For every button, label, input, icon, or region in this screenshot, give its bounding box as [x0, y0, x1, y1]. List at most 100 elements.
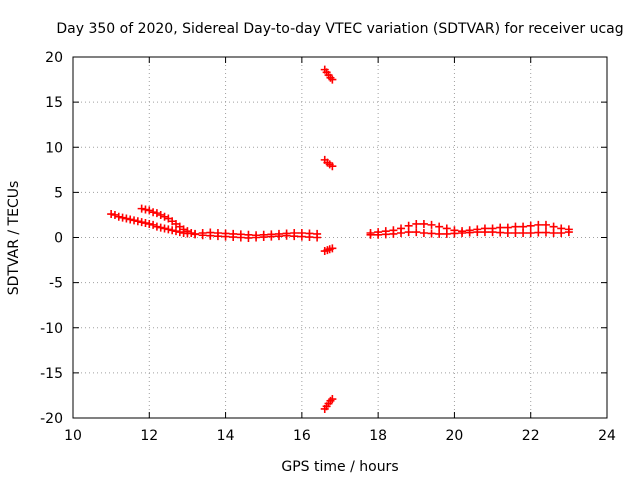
data-point	[137, 204, 146, 213]
x-tick-label: 24	[598, 428, 616, 444]
data-points	[107, 65, 573, 413]
y-tick-label: -10	[40, 321, 63, 337]
data-point	[267, 232, 276, 241]
data-point	[549, 228, 558, 237]
y-tick-label: -15	[40, 366, 63, 382]
data-point	[427, 220, 436, 229]
grid-lines	[73, 57, 607, 418]
data-point	[366, 230, 375, 239]
data-point	[107, 210, 116, 219]
x-tick-label: 14	[217, 428, 235, 444]
data-point	[133, 217, 142, 226]
data-point	[244, 233, 253, 242]
data-point	[114, 212, 123, 221]
data-point	[149, 208, 158, 217]
data-point	[145, 219, 154, 228]
data-point	[297, 232, 306, 241]
y-tick-labels: -20 -15 -10 -5 0 5 10 15 20	[40, 50, 63, 427]
y-tick-label: 20	[45, 50, 63, 66]
data-point	[328, 395, 337, 404]
data-point	[213, 232, 222, 241]
x-axis-label: GPS time / hours	[281, 459, 398, 475]
data-point	[534, 228, 543, 237]
data-point	[412, 228, 421, 237]
data-point	[374, 230, 383, 239]
data-point	[141, 205, 150, 214]
data-point	[259, 233, 268, 242]
data-point	[164, 225, 173, 234]
data-point	[149, 220, 158, 229]
data-point	[313, 233, 322, 242]
series-isolated-clusters	[320, 65, 337, 413]
data-point	[496, 228, 505, 237]
y-axis-label: SDTVAR / TECUs	[6, 181, 22, 296]
x-tick-label: 12	[140, 428, 158, 444]
axis-ticks	[72, 56, 608, 419]
data-point	[168, 226, 177, 235]
series-trace-b	[137, 204, 322, 242]
data-point	[564, 228, 573, 237]
data-point	[141, 219, 150, 228]
data-point	[328, 75, 337, 84]
data-point	[198, 231, 207, 240]
data-point	[152, 222, 161, 231]
data-point	[480, 228, 489, 237]
data-point	[419, 228, 428, 237]
data-point	[160, 224, 169, 233]
x-tick-label: 18	[369, 428, 387, 444]
data-point	[442, 229, 451, 238]
data-point	[187, 228, 196, 237]
x-tick-label: 22	[522, 428, 540, 444]
data-point	[252, 233, 261, 242]
data-point	[541, 220, 550, 229]
y-tick-label: -5	[49, 276, 63, 292]
data-point	[465, 228, 474, 237]
data-point	[526, 221, 535, 230]
data-point	[435, 229, 444, 238]
data-point	[305, 233, 314, 242]
data-point	[412, 219, 421, 228]
data-point	[503, 228, 512, 237]
data-point	[282, 231, 291, 240]
data-point	[274, 232, 283, 241]
data-point	[183, 227, 192, 236]
data-point	[381, 230, 390, 239]
chart-title: Day 350 of 2020, Sidereal Day-to-day VTE…	[56, 21, 623, 37]
x-tick-label: 16	[293, 428, 311, 444]
data-point	[152, 209, 161, 218]
data-point	[473, 228, 482, 237]
data-point	[534, 220, 543, 229]
data-point	[191, 230, 200, 239]
y-tick-label: 10	[45, 140, 63, 156]
data-point	[236, 233, 245, 242]
data-point	[229, 233, 238, 242]
data-point	[118, 213, 127, 222]
data-point	[328, 162, 337, 171]
data-point	[156, 223, 165, 232]
data-point	[179, 225, 188, 234]
data-point	[126, 215, 135, 224]
x-tick-label: 20	[446, 428, 464, 444]
data-point	[404, 228, 413, 237]
y-tick-label: 15	[45, 95, 63, 111]
x-tick-label: 10	[64, 428, 82, 444]
y-tick-label: -20	[40, 411, 63, 427]
data-point	[458, 228, 467, 237]
data-point	[130, 216, 139, 225]
data-point	[389, 229, 398, 238]
data-point	[397, 228, 406, 237]
y-tick-label: 5	[54, 185, 63, 201]
data-point	[122, 214, 131, 223]
data-point	[290, 232, 299, 241]
data-point	[541, 228, 550, 237]
data-point	[435, 222, 444, 231]
y-tick-label: 0	[54, 231, 63, 247]
data-point	[160, 212, 169, 221]
data-point	[526, 228, 535, 237]
data-point	[145, 206, 154, 215]
data-point	[419, 219, 428, 228]
data-point	[511, 228, 520, 237]
data-point	[171, 227, 180, 236]
data-point	[137, 218, 146, 227]
